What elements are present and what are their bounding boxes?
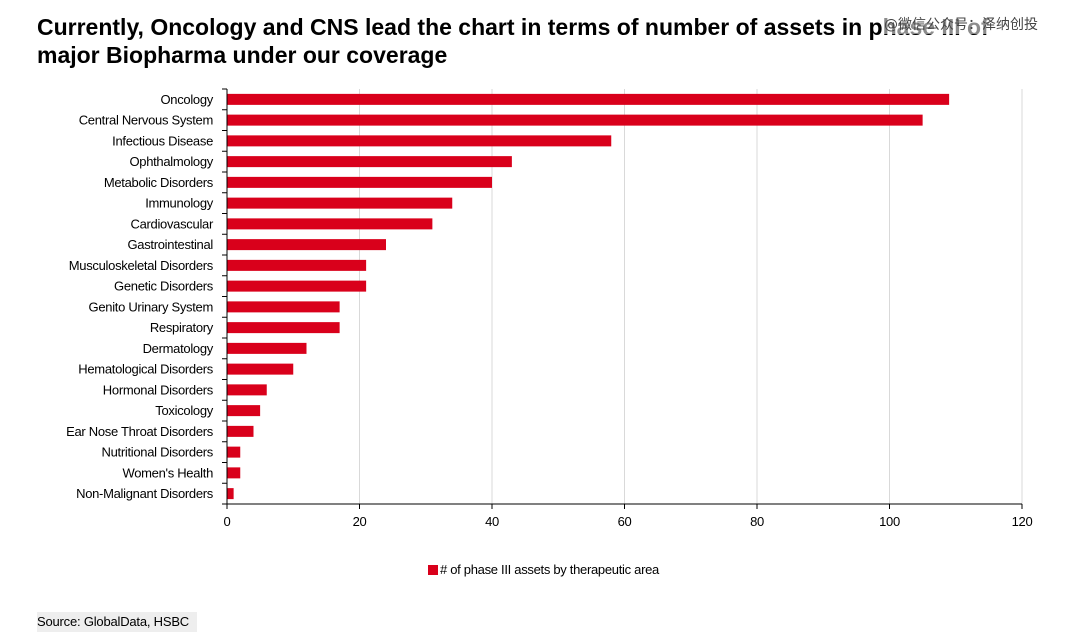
category-label: Non-Malignant Disorders [76, 486, 214, 501]
category-label: Hormonal Disorders [103, 382, 214, 397]
category-label: Gastrointestinal [127, 237, 213, 252]
category-label: Ophthalmology [129, 154, 213, 169]
gridlines [359, 89, 1023, 504]
bar-musculoskeletal-disorders [227, 259, 367, 271]
bar-genito-urinary-system [227, 301, 340, 313]
category-label: Musculoskeletal Disorders [69, 258, 214, 273]
bar-central-nervous-system [227, 114, 923, 126]
bar-immunology [227, 197, 453, 209]
bar-metabolic-disorders [227, 176, 492, 188]
watermark: @微信公众号：泽纳创投 [884, 14, 1038, 34]
bar-ear-nose-throat-disorders [227, 425, 254, 437]
x-tick-label: 20 [353, 514, 367, 529]
category-label: Genetic Disorders [114, 279, 214, 294]
category-label: Nutritional Disorders [102, 445, 214, 460]
category-label: Dermatology [143, 341, 214, 356]
x-tick-label: 80 [750, 514, 764, 529]
source-note: Source: GlobalData, HSBC [37, 612, 197, 632]
x-tick-label: 100 [879, 514, 900, 529]
category-label: Toxicology [155, 403, 213, 418]
x-tick-labels: 0 20 40 60 80 100 120 [224, 514, 1033, 529]
x-tick-label: 0 [224, 514, 231, 529]
x-tick-label: 60 [618, 514, 632, 529]
legend: # of phase III assets by therapeutic are… [428, 562, 659, 577]
category-label: Immunology [145, 196, 214, 211]
bar-women-s-health [227, 467, 241, 479]
category-label: Hematological Disorders [78, 362, 214, 377]
category-label: Ear Nose Throat Disorders [66, 424, 214, 439]
bar-nutritional-disorders [227, 446, 241, 458]
chart-title-line-2: major Biopharma under our coverage [37, 42, 448, 68]
bar-respiratory [227, 322, 340, 334]
axes [222, 88, 1023, 509]
category-label: Genito Urinary System [89, 299, 213, 314]
legend-label: # of phase III assets by therapeutic are… [440, 562, 659, 577]
category-labels: Oncology Central Nervous System Infectious… [66, 92, 214, 501]
chart-title: Currently, Oncology and CNS lead the cha… [37, 13, 1037, 69]
bar-genetic-disorders [227, 280, 367, 292]
bar-gastrointestinal [227, 239, 386, 251]
bar-hormonal-disorders [227, 384, 267, 396]
x-tick-label: 120 [1012, 514, 1033, 529]
bar-dermatology [227, 342, 307, 354]
x-tick-label: 40 [485, 514, 499, 529]
bar-toxicology [227, 405, 261, 417]
bar-cardiovascular [227, 218, 433, 230]
bar-hematological-disorders [227, 363, 294, 375]
bar-ophthalmology [227, 156, 512, 168]
category-label: Cardiovascular [130, 216, 213, 231]
bar-oncology [227, 93, 950, 105]
category-label: Women's Health [122, 465, 213, 480]
bars [227, 93, 950, 500]
bar-non-malignant-disorders [227, 488, 234, 500]
category-label: Metabolic Disorders [104, 175, 214, 190]
category-label: Respiratory [150, 320, 214, 335]
chart-title-line-1: Currently, Oncology and CNS lead the cha… [37, 14, 989, 40]
category-label: Central Nervous System [79, 113, 213, 128]
legend-swatch [428, 564, 438, 575]
bar-infectious-disease [227, 135, 612, 147]
category-label: Infectious Disease [112, 133, 213, 148]
bar-chart: Oncology Central Nervous System Infectious… [66, 88, 1033, 529]
category-label: Oncology [160, 92, 213, 107]
